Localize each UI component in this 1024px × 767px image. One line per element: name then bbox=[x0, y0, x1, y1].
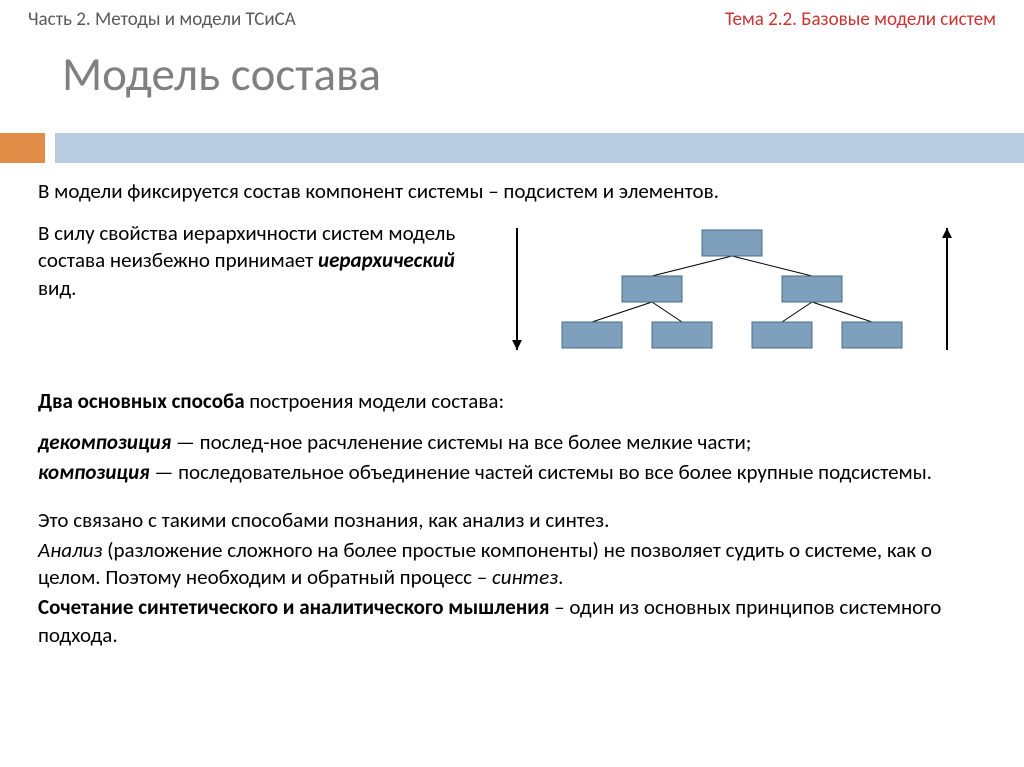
header-right: Тема 2.2. Базовые модели систем bbox=[725, 8, 996, 31]
text: (разложение сложного на более простые ко… bbox=[38, 537, 932, 591]
paragraph-intro: В модели фиксируется состав компонент си… bbox=[38, 178, 986, 206]
accent-orange bbox=[0, 133, 45, 163]
text-bold: Два основных способа bbox=[38, 388, 245, 414]
text-italic: синтез bbox=[492, 564, 558, 590]
text: — послед-ное расчленение системы на все … bbox=[171, 429, 751, 455]
accent-blue bbox=[55, 133, 1024, 163]
text-bolditalic: композиция bbox=[38, 459, 150, 485]
text-bold: Сочетание синтетического и аналитическог… bbox=[38, 594, 549, 620]
paragraph-hierarchy: В силу свойства иерархичности систем мод… bbox=[38, 220, 458, 303]
paragraph-analysis: Анализ (разложение сложного на более про… bbox=[38, 537, 986, 592]
row-hierarchy: В силу свойства иерархичности систем мод… bbox=[38, 220, 986, 360]
text: построения модели состава: bbox=[245, 388, 505, 414]
hierarchy-diagram bbox=[478, 220, 986, 360]
paragraph-composition: композиция — последовательное объединени… bbox=[38, 459, 986, 487]
text: . bbox=[558, 564, 563, 590]
text: вид. bbox=[38, 275, 76, 301]
text-italic: Анализ bbox=[38, 537, 102, 563]
paragraph-principle: Сочетание синтетического и аналитическог… bbox=[38, 594, 986, 649]
slide-header: Часть 2. Методы и модели ТСиСА Тема 2.2.… bbox=[0, 0, 1024, 31]
paragraph-analysis-synth: Это связано с такими способами познания,… bbox=[38, 507, 986, 535]
accent-bar bbox=[0, 133, 1024, 163]
tree-svg bbox=[502, 220, 962, 360]
text: — последовательное объединение частей си… bbox=[150, 459, 932, 485]
text-bolditalic: декомпозиция bbox=[38, 429, 171, 455]
text-bolditalic: иерархический bbox=[318, 247, 455, 273]
slide-title: Модель состава bbox=[0, 31, 1024, 107]
header-left: Часть 2. Методы и модели ТСиСА bbox=[28, 8, 296, 31]
paragraph-decomposition: декомпозиция — послед-ное расчленение си… bbox=[38, 429, 986, 457]
slide-content: В модели фиксируется состав компонент си… bbox=[38, 178, 986, 663]
paragraph-methods-title: Два основных способа построения модели с… bbox=[38, 388, 986, 416]
